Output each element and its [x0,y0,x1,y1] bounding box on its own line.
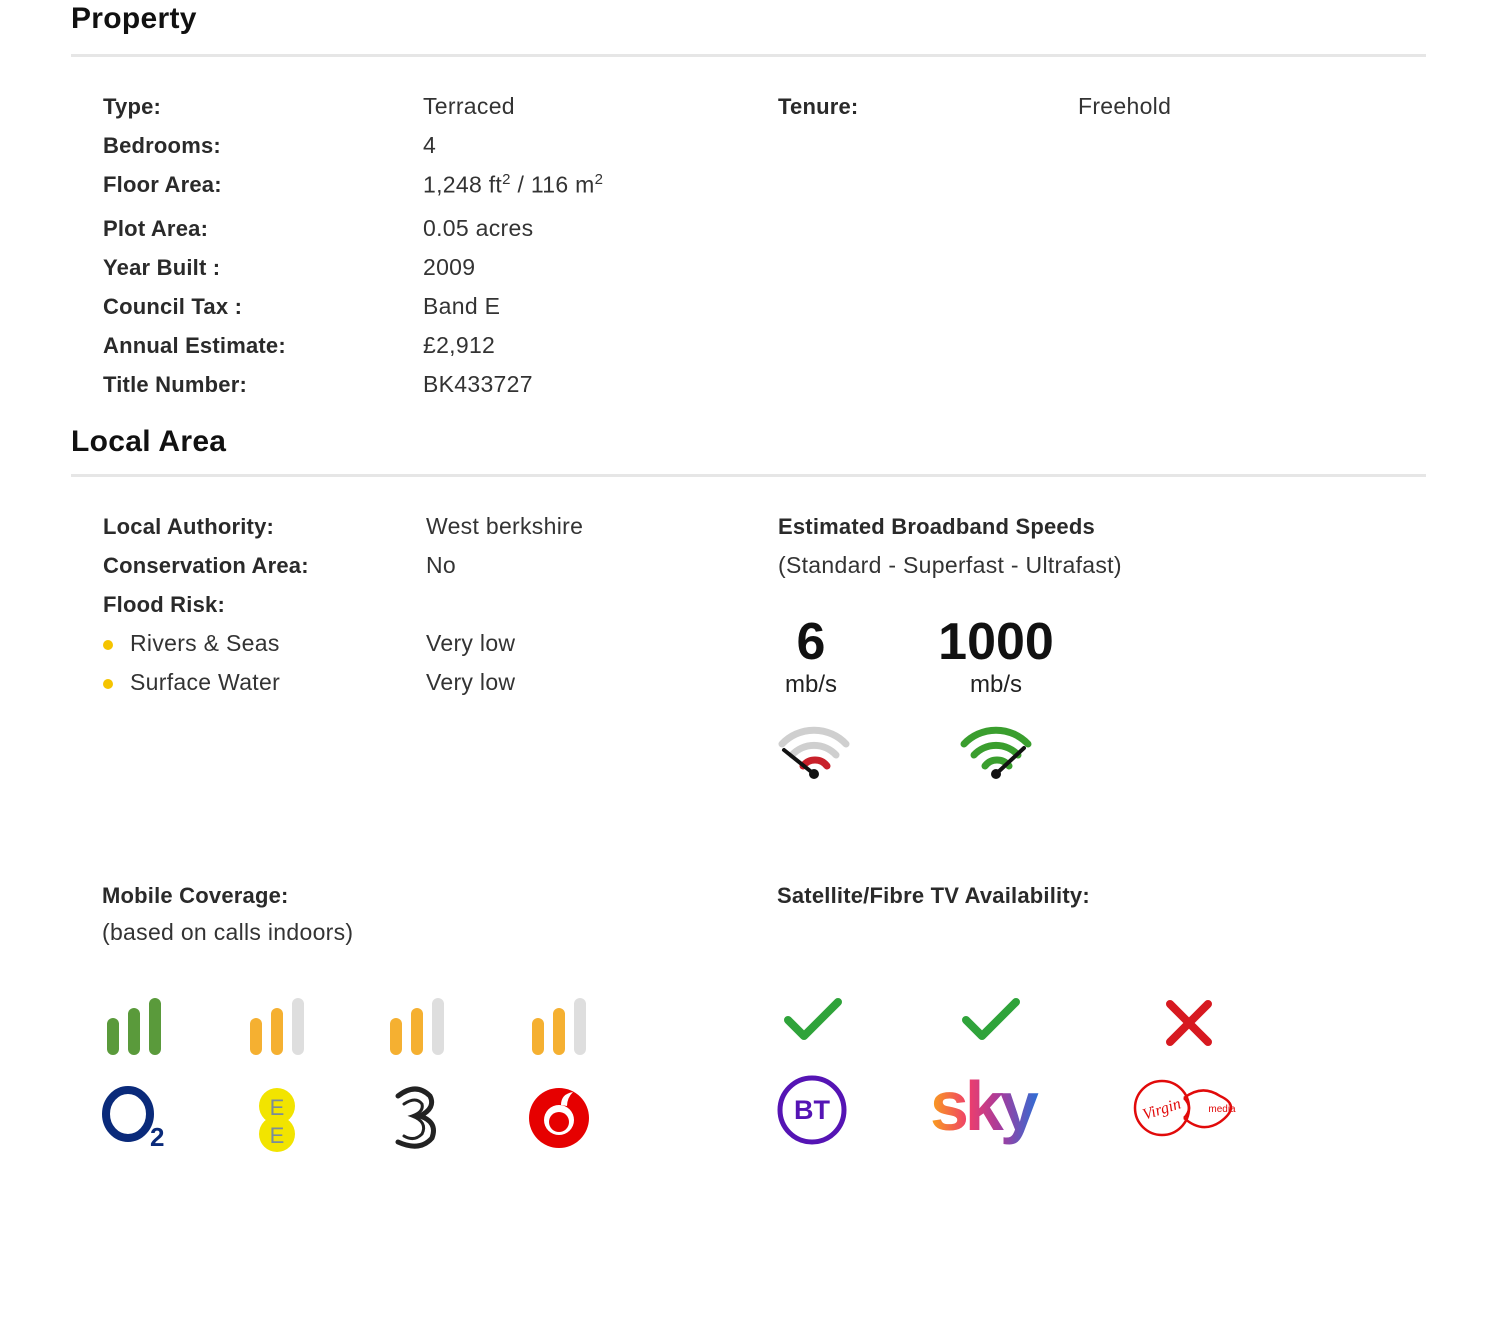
plot-area-label: Plot Area: [103,216,209,241]
surface-water-value: Very low [426,669,516,695]
floor-area-label: Floor Area: [103,172,222,197]
type-value: Terraced [423,93,515,119]
floor-area-m: / 116 m [510,171,595,198]
property-divider [71,54,1426,57]
bedrooms-label: Bedrooms: [103,133,221,158]
broadband-title: Estimated Broadband Speeds [778,514,1095,539]
virgin-unavailable-cross-icon [1166,1000,1212,1046]
local-area-divider [71,474,1426,477]
bt-logo-icon: BT [777,1075,847,1145]
three-logo-icon [395,1086,436,1149]
council-tax-value: Band E [423,293,501,319]
conservation-area-value: No [426,552,457,578]
tenure-label: Tenure: [778,94,859,119]
local-authority-label: Local Authority: [103,514,275,539]
mobile-coverage-subtitle: (based on calls indoors) [102,919,354,945]
svg-text:E: E [270,1095,285,1120]
surface-water-label: Surface Water [130,669,281,695]
conservation-area-label: Conservation Area: [103,553,309,578]
surface-water-bullet [103,679,113,689]
rivers-seas-value: Very low [426,630,516,656]
speed-ultrafast-value: 1000 [938,613,1054,671]
speed-ultrafast-unit: mb/s [969,671,1022,698]
o2-signal-icon [107,998,161,1055]
o2-logo-icon: 2 [102,1086,164,1152]
sky-available-check-icon [962,998,1020,1040]
floor-area-ft: 1,248 ft [423,171,503,198]
svg-text:sky: sky [930,1067,1039,1145]
svg-text:Virgin: Virgin [1141,1095,1183,1123]
svg-text:2: 2 [150,1122,164,1152]
property-heading: Property [71,2,197,35]
title-number-label: Title Number: [103,372,247,397]
annual-estimate-value: £2,912 [423,332,496,358]
sky-logo-icon: sky [930,1067,1043,1145]
flood-risk-label: Flood Risk: [103,592,225,617]
rivers-seas-label: Rivers & Seas [130,630,280,656]
tv-availability-title: Satellite/Fibre TV Availability: [777,883,1090,908]
ee-logo-icon: E E [259,1088,295,1152]
wifi-gauge-standard-icon [778,726,850,779]
bt-available-check-icon [784,998,842,1040]
local-authority-value: West berkshire [426,513,584,539]
speed-standard-value: 6 [796,613,826,671]
title-number-value: BK433727 [423,371,533,397]
plot-area-value: 0.05 acres [423,215,534,241]
vodafone-logo-icon [529,1088,589,1148]
year-built-value: 2009 [423,254,476,280]
year-built-label: Year Built : [103,255,221,280]
type-label: Type: [103,94,162,119]
council-tax-label: Council Tax : [103,294,243,319]
annual-estimate-label: Annual Estimate: [103,333,286,358]
floor-area-value: 1,248 ft2 / 116 m2 [423,171,603,199]
floor-area-ft-sup: 2 [502,171,511,188]
mobile-coverage-title: Mobile Coverage: [102,883,289,908]
svg-text:BT: BT [794,1095,830,1125]
ee-signal-icon [250,998,304,1055]
tenure-value: Freehold [1078,93,1172,119]
rivers-seas-bullet [103,640,113,650]
wifi-gauge-ultrafast-icon [960,726,1032,779]
virgin-media-logo-icon: Virgin media [1133,1079,1236,1137]
broadband-subtitle: (Standard - Superfast - Ultrafast) [778,552,1122,578]
three-signal-icon [390,998,444,1055]
floor-area-m-sup: 2 [594,171,604,188]
vodafone-signal-icon [532,998,586,1055]
bedrooms-value: 4 [423,132,437,158]
svg-text:media: media [1208,1104,1236,1115]
local-area-heading: Local Area [71,425,227,458]
svg-text:E: E [270,1123,285,1148]
speed-standard-unit: mb/s [784,671,837,698]
